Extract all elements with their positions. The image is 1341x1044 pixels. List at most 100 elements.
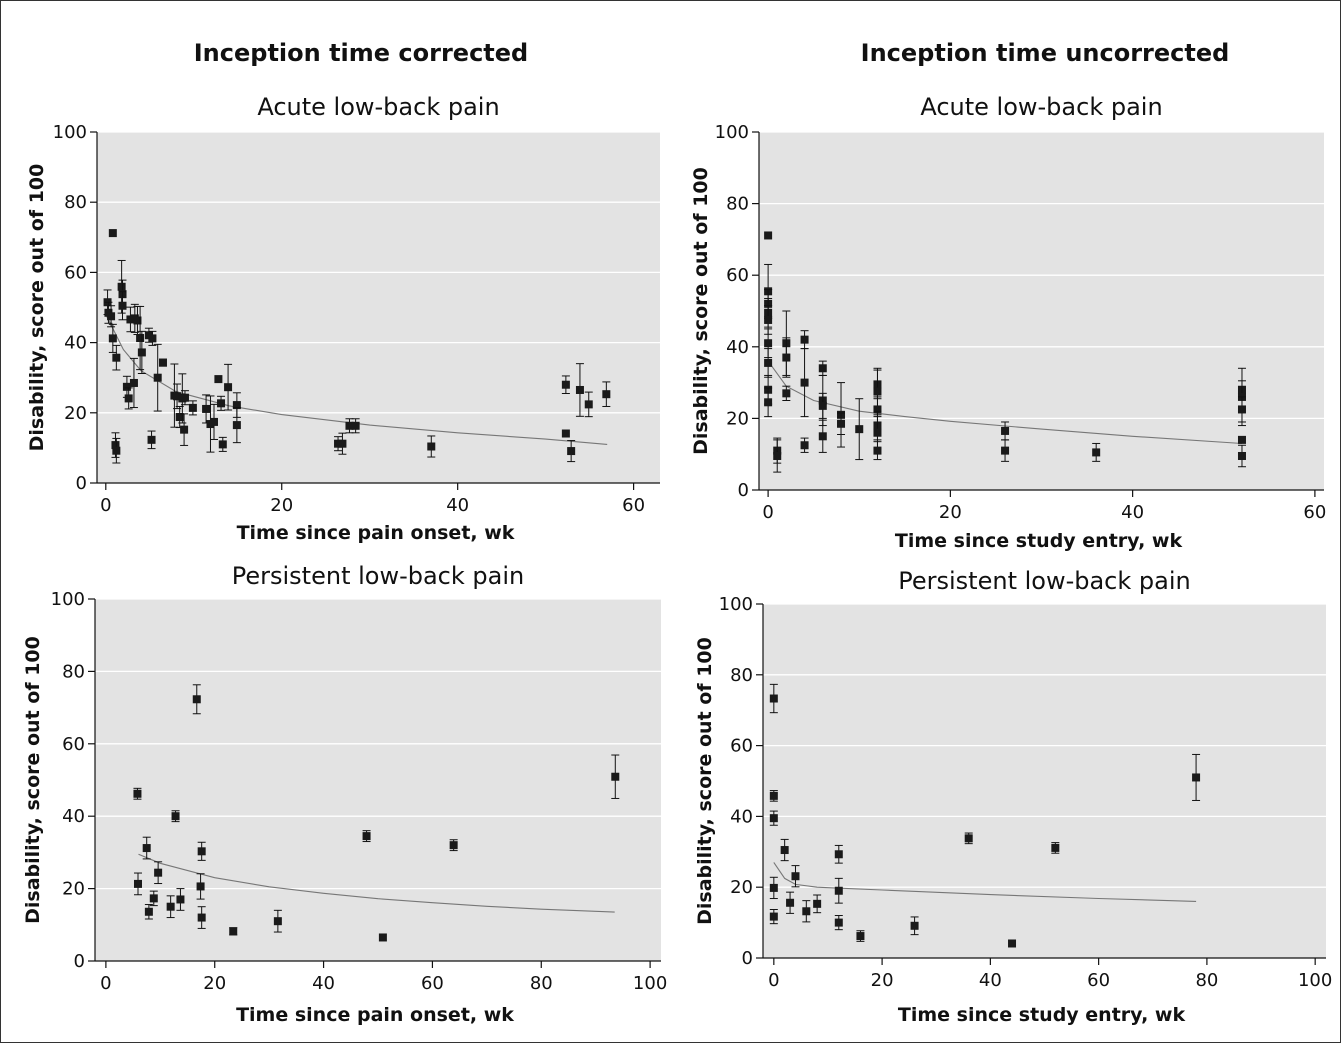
point-marker xyxy=(800,378,809,387)
data-point xyxy=(834,844,843,864)
point-marker xyxy=(800,441,809,450)
data-point xyxy=(910,916,919,936)
point-marker xyxy=(769,883,778,892)
point-marker xyxy=(837,419,846,428)
point-marker xyxy=(802,907,811,916)
point-marker xyxy=(769,694,778,703)
point-marker xyxy=(818,401,827,410)
data-point xyxy=(197,906,206,929)
data-point xyxy=(108,229,117,238)
x-tick-label: 60 xyxy=(1087,970,1110,991)
point-marker xyxy=(171,812,180,821)
point-marker xyxy=(133,789,142,798)
data-point xyxy=(764,231,773,240)
point-marker xyxy=(834,850,843,859)
point-marker xyxy=(1001,426,1010,435)
point-marker xyxy=(764,339,773,348)
x-tick-label: 40 xyxy=(1121,502,1144,523)
data-point xyxy=(567,440,576,463)
y-tick-label: 20 xyxy=(62,879,85,900)
y-tick-label: 60 xyxy=(62,734,85,755)
data-point xyxy=(818,419,827,453)
point-marker xyxy=(873,446,882,455)
trend-line xyxy=(138,853,615,913)
trend-line xyxy=(767,360,1243,445)
data-point xyxy=(1092,442,1101,462)
point-marker xyxy=(180,425,189,434)
point-marker xyxy=(136,334,145,343)
x-tick-label: 80 xyxy=(530,973,553,994)
data-point xyxy=(118,291,127,321)
point-marker xyxy=(873,387,882,396)
point-marker xyxy=(133,879,142,888)
data-point xyxy=(782,385,791,401)
data-point xyxy=(154,861,163,885)
data-point xyxy=(126,306,135,333)
point-marker xyxy=(813,899,822,908)
data-point xyxy=(769,683,778,714)
chart-panel-2: 0 20 40 60 80 100 0 20 40 60 80 100 Persistent low-b… xyxy=(22,562,667,1026)
point-marker xyxy=(133,316,142,325)
data-point xyxy=(229,927,238,936)
data-point xyxy=(786,891,795,914)
data-point xyxy=(1051,842,1060,854)
data-point xyxy=(149,890,158,907)
y-axis-label: Disability, score out of 100 xyxy=(694,637,716,925)
y-tick-label: 40 xyxy=(62,806,85,827)
y-tick-label: 0 xyxy=(738,480,749,501)
point-marker xyxy=(111,441,120,450)
point-marker xyxy=(769,791,778,800)
data-point xyxy=(351,418,360,434)
point-marker xyxy=(118,301,127,310)
panel-title: Acute low-back pain xyxy=(257,93,499,121)
point-marker xyxy=(362,832,371,841)
data-point xyxy=(602,381,611,407)
point-marker xyxy=(112,446,121,455)
data-point xyxy=(197,841,206,861)
data-point xyxy=(855,398,864,461)
x-axis-label: Time since pain onset, wk xyxy=(237,522,515,544)
point-marker xyxy=(112,353,121,362)
point-marker xyxy=(782,353,791,362)
x-tick-label: 0 xyxy=(762,502,773,523)
data-point xyxy=(112,437,121,464)
x-tick-label: 0 xyxy=(100,973,111,994)
x-tick-label: 20 xyxy=(203,973,226,994)
data-point xyxy=(338,432,347,455)
point-marker xyxy=(611,772,620,781)
data-point xyxy=(856,930,865,942)
y-axis-label: Disability, score out of 100 xyxy=(690,167,712,455)
x-axis-label: Time since study entry, wk xyxy=(895,530,1183,552)
point-marker xyxy=(273,917,282,926)
y-tick-label: 20 xyxy=(730,877,753,898)
y-tick-label: 0 xyxy=(74,951,85,972)
data-point xyxy=(188,400,197,416)
data-point xyxy=(1237,396,1246,423)
data-point xyxy=(837,412,846,436)
point-marker xyxy=(192,695,201,704)
x-tick-label: 40 xyxy=(979,970,1002,991)
point-marker xyxy=(334,439,343,448)
point-marker xyxy=(764,358,773,367)
data-point xyxy=(575,363,584,417)
y-axis-label: Disability, score out of 100 xyxy=(26,164,48,452)
point-marker xyxy=(1092,448,1101,457)
data-point xyxy=(144,904,153,920)
x-tick-label: 40 xyxy=(446,495,469,516)
point-marker xyxy=(217,399,226,408)
data-point xyxy=(158,358,167,367)
x-tick-label: 0 xyxy=(768,970,779,991)
data-point xyxy=(107,305,116,328)
data-point xyxy=(171,810,180,823)
data-point xyxy=(214,375,223,384)
y-tick-label: 20 xyxy=(64,403,87,424)
point-marker xyxy=(427,442,436,451)
data-point xyxy=(153,343,162,412)
point-marker xyxy=(873,405,882,414)
data-point xyxy=(209,403,218,440)
data-point xyxy=(964,832,973,845)
data-point xyxy=(378,933,387,942)
data-point xyxy=(791,865,800,888)
